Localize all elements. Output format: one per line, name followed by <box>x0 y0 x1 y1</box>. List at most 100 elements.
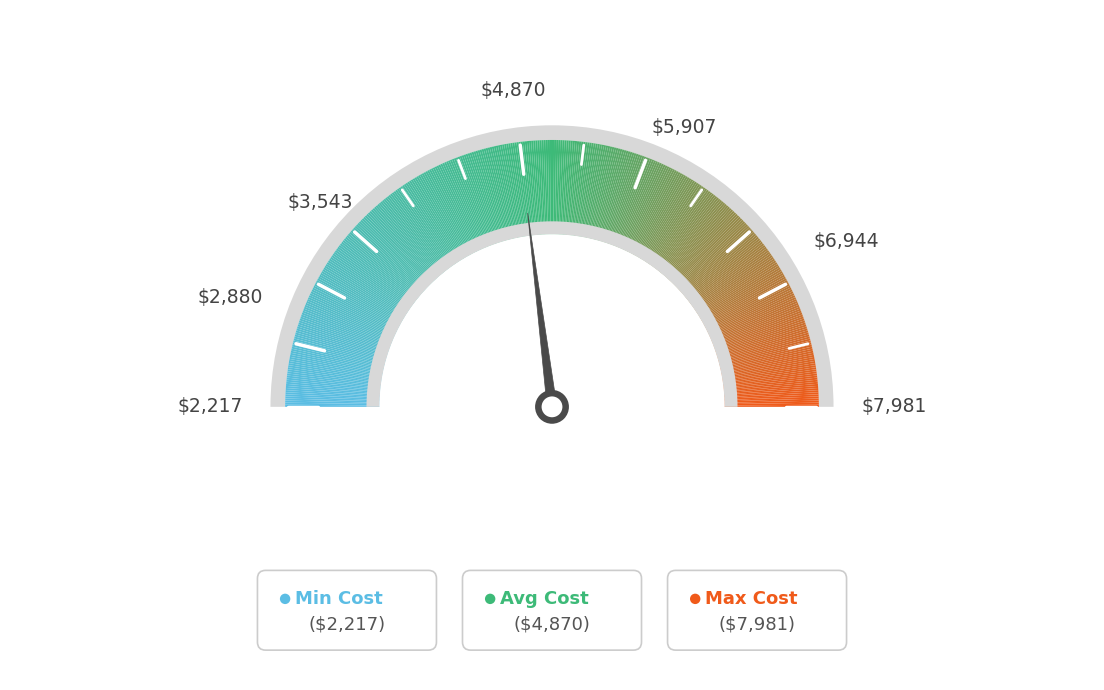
FancyBboxPatch shape <box>668 571 847 650</box>
Wedge shape <box>427 170 473 255</box>
Wedge shape <box>707 289 793 332</box>
Wedge shape <box>691 250 769 306</box>
Wedge shape <box>506 144 523 237</box>
Wedge shape <box>459 156 493 245</box>
Wedge shape <box>479 150 507 241</box>
Wedge shape <box>563 141 571 235</box>
Wedge shape <box>289 361 382 379</box>
Wedge shape <box>408 180 460 262</box>
Wedge shape <box>524 141 535 235</box>
Wedge shape <box>368 213 434 282</box>
Wedge shape <box>590 146 613 239</box>
Wedge shape <box>699 266 779 317</box>
Wedge shape <box>407 181 459 262</box>
Wedge shape <box>724 396 819 402</box>
Wedge shape <box>722 363 816 380</box>
Wedge shape <box>690 246 766 304</box>
Wedge shape <box>414 177 464 259</box>
Wedge shape <box>602 151 630 242</box>
Wedge shape <box>299 318 390 351</box>
Wedge shape <box>614 158 650 246</box>
Wedge shape <box>493 146 516 239</box>
Wedge shape <box>433 167 476 253</box>
Wedge shape <box>721 351 814 372</box>
Wedge shape <box>680 229 752 293</box>
Wedge shape <box>689 245 765 304</box>
Wedge shape <box>687 240 762 300</box>
Wedge shape <box>705 284 789 328</box>
Wedge shape <box>699 268 781 318</box>
Wedge shape <box>290 355 383 375</box>
Wedge shape <box>452 159 488 247</box>
Wedge shape <box>399 187 454 266</box>
Wedge shape <box>720 348 813 371</box>
Wedge shape <box>680 227 751 292</box>
Wedge shape <box>601 150 628 241</box>
Wedge shape <box>320 273 403 322</box>
Wedge shape <box>286 382 380 392</box>
Wedge shape <box>474 151 502 242</box>
Wedge shape <box>646 183 699 263</box>
Wedge shape <box>587 146 608 238</box>
Wedge shape <box>620 162 660 249</box>
Text: $3,543: $3,543 <box>287 193 353 212</box>
Wedge shape <box>467 153 499 243</box>
Wedge shape <box>438 164 480 250</box>
Wedge shape <box>496 146 517 238</box>
Wedge shape <box>488 148 512 239</box>
Wedge shape <box>443 163 482 250</box>
Wedge shape <box>291 348 384 371</box>
Wedge shape <box>390 193 448 270</box>
Wedge shape <box>724 405 819 407</box>
Wedge shape <box>304 308 392 344</box>
Wedge shape <box>287 375 381 388</box>
Wedge shape <box>301 313 391 347</box>
Wedge shape <box>331 255 410 310</box>
Wedge shape <box>347 235 420 297</box>
Wedge shape <box>382 200 443 274</box>
Wedge shape <box>673 217 741 285</box>
Wedge shape <box>710 301 798 339</box>
Wedge shape <box>508 144 526 237</box>
Circle shape <box>485 593 496 604</box>
Wedge shape <box>633 171 679 255</box>
Wedge shape <box>702 277 786 324</box>
Wedge shape <box>522 141 534 235</box>
Wedge shape <box>656 193 714 270</box>
Wedge shape <box>306 303 393 341</box>
Wedge shape <box>531 141 540 235</box>
Wedge shape <box>354 226 425 290</box>
Wedge shape <box>505 144 522 237</box>
Wedge shape <box>286 390 380 397</box>
Wedge shape <box>669 211 734 281</box>
Wedge shape <box>413 178 463 259</box>
Wedge shape <box>294 338 385 364</box>
Wedge shape <box>575 142 590 236</box>
Wedge shape <box>702 275 785 322</box>
Wedge shape <box>308 297 395 337</box>
Wedge shape <box>688 244 764 302</box>
Wedge shape <box>670 213 736 282</box>
Wedge shape <box>326 264 406 315</box>
Wedge shape <box>291 346 384 369</box>
Wedge shape <box>585 145 606 238</box>
Wedge shape <box>286 384 380 393</box>
Wedge shape <box>375 205 439 277</box>
Wedge shape <box>358 223 427 288</box>
Wedge shape <box>396 188 453 266</box>
Wedge shape <box>383 199 444 273</box>
Wedge shape <box>719 337 810 363</box>
Wedge shape <box>704 280 788 326</box>
Wedge shape <box>665 205 729 277</box>
Wedge shape <box>709 295 795 336</box>
Wedge shape <box>317 278 401 325</box>
Wedge shape <box>721 353 814 373</box>
Wedge shape <box>681 230 754 294</box>
Wedge shape <box>683 233 756 296</box>
Wedge shape <box>300 317 390 350</box>
Wedge shape <box>647 184 700 264</box>
Text: $5,907: $5,907 <box>651 117 716 137</box>
Bar <box>253 407 851 569</box>
Wedge shape <box>617 159 655 248</box>
Wedge shape <box>446 161 485 248</box>
